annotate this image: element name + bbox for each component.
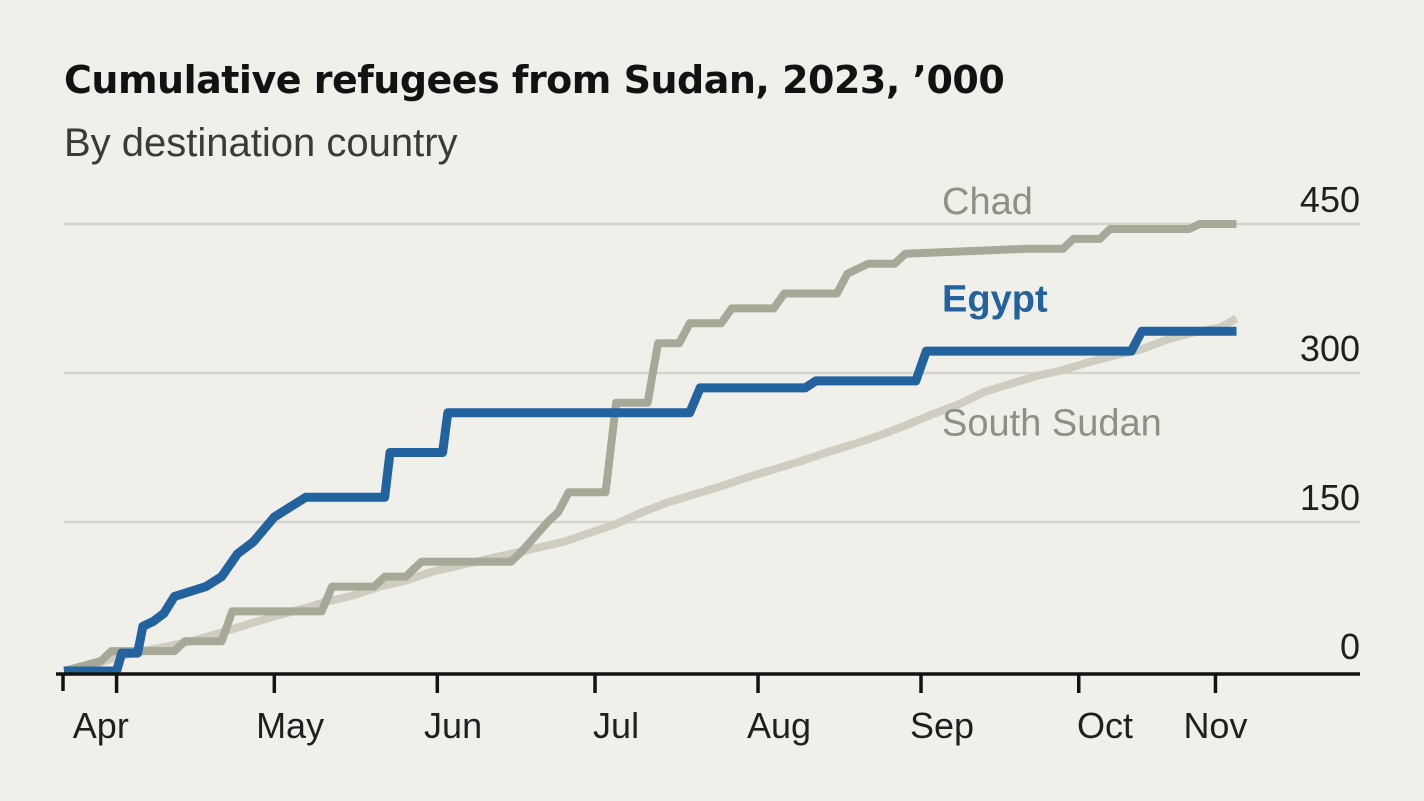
series-line-egypt <box>64 326 1237 676</box>
series-label-south-sudan: South Sudan <box>942 403 1162 445</box>
x-tick-label-aug: Aug <box>747 705 811 746</box>
series-line-chad <box>62 220 1237 675</box>
x-tick-label-apr: Apr <box>73 705 129 746</box>
y-tick-label-150: 150 <box>1300 477 1360 518</box>
y-tick-label-0: 0 <box>1340 626 1360 667</box>
chart-title: Cumulative refugees from Sudan, 2023, ’0… <box>64 58 1005 102</box>
x-tick-label-sep: Sep <box>910 705 974 746</box>
x-tick-label-jun: Jun <box>424 705 482 746</box>
y-tick-label-300: 300 <box>1300 328 1360 369</box>
series-label-egypt: Egypt <box>942 278 1048 320</box>
x-axis: Apr May Jun Jul Aug Sep Oct Nov <box>56 672 1360 746</box>
series-line-south-sudan <box>63 314 1239 675</box>
series-labels: South Sudan Chad Egypt <box>942 181 1162 445</box>
series-label-chad: Chad <box>942 181 1033 223</box>
series-lines <box>62 220 1239 676</box>
x-tick-label-nov: Nov <box>1183 705 1247 746</box>
y-axis-ticks: 0 150 300 450 <box>1300 179 1360 667</box>
chart-subtitle: By destination country <box>64 121 458 165</box>
x-tick-label-may: May <box>256 705 324 746</box>
y-tick-label-450: 450 <box>1300 179 1360 220</box>
x-tick-label-jul: Jul <box>593 705 639 746</box>
grid-lines <box>64 222 1360 524</box>
x-tick-label-oct: Oct <box>1077 705 1133 746</box>
